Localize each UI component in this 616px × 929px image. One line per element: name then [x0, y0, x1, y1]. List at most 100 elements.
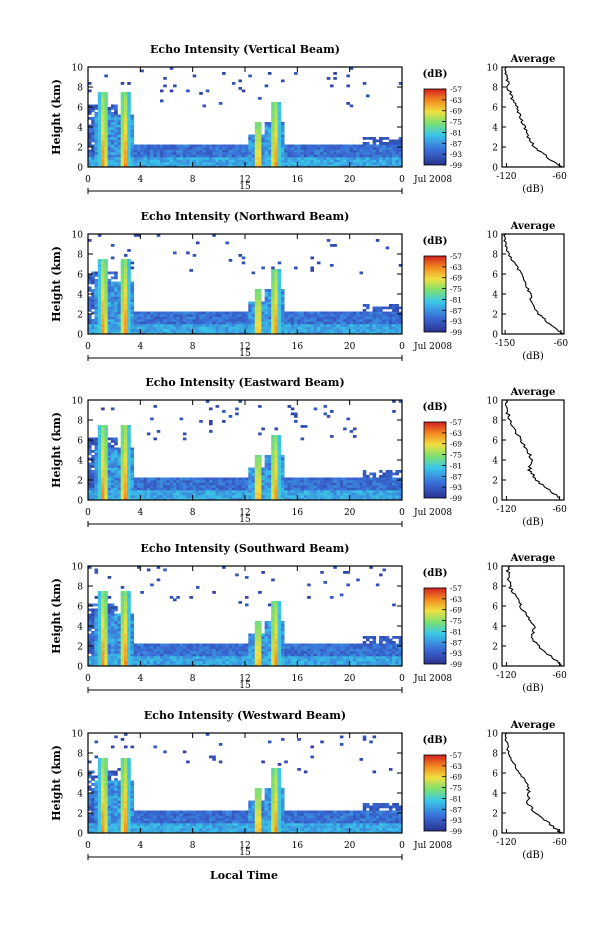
heatmap-cell [284, 144, 288, 148]
heatmap-cell [336, 164, 341, 168]
heatmap-cell [123, 641, 128, 644]
heatmap-cell [261, 306, 265, 310]
heatmap-cell [110, 611, 115, 614]
heatmap-cell [287, 495, 292, 498]
heatmap-cell [369, 319, 373, 322]
heatmap-cell [346, 417, 350, 421]
heatmap-cell [127, 606, 131, 609]
heatmap-cell [212, 147, 216, 150]
heatmap-cell [156, 149, 161, 153]
heatmap-cell [195, 495, 200, 498]
heatmap-cell [143, 487, 148, 491]
heatmap-cell [267, 326, 272, 330]
heatmap-cell [235, 646, 239, 649]
heatmap-cell [294, 319, 298, 322]
heatmap-cell [238, 400, 243, 403]
heatmap-cell [267, 641, 272, 644]
heatmap-cell [297, 316, 301, 320]
heatmap-cell [110, 497, 115, 501]
heatmap-cell [336, 326, 341, 330]
heatmap-cell [120, 492, 125, 496]
heatmap-cell [117, 487, 122, 491]
heatmap-cell [110, 628, 115, 632]
heatmap-cell [209, 646, 213, 649]
heatmap-cell [114, 309, 118, 312]
heatmap-cell [104, 259, 108, 262]
heatmap-cell [94, 651, 99, 654]
heatmap-cell [215, 663, 220, 667]
heatmap-cell [107, 490, 112, 493]
heatmap-cell [94, 132, 99, 135]
heatmap-cell [258, 405, 262, 408]
heatmap-cell [231, 321, 236, 325]
heatmap-cell [251, 304, 256, 307]
y-tick-label: 0 [77, 164, 83, 174]
heatmap-cell [120, 465, 125, 468]
heatmap-cell [120, 593, 125, 597]
heatmap-cell [123, 430, 128, 433]
heatmap-cell [280, 301, 285, 305]
heatmap-cell [176, 490, 180, 493]
heatmap-cell [114, 129, 118, 133]
heatmap-cell [97, 593, 102, 597]
heatmap-cell [336, 497, 341, 501]
heatmap-cell [271, 477, 275, 481]
heatmap-cell [114, 618, 118, 622]
heatmap-cell [235, 314, 239, 317]
heatmap-cell [88, 663, 92, 667]
heatmap-cell [133, 492, 138, 496]
heatmap-cell [267, 475, 272, 478]
heatmap-cell [294, 316, 298, 320]
heatmap-cell [114, 613, 118, 617]
heatmap-cell [277, 152, 282, 155]
heatmap-cell [280, 129, 285, 133]
heatmap-cell [120, 490, 125, 493]
heatmap-cell [179, 311, 184, 315]
heatmap-cell [107, 291, 112, 295]
heatmap-cell [133, 646, 138, 649]
heatmap-cell [94, 603, 99, 607]
heatmap-cell [123, 626, 128, 629]
heatmap-cell [313, 319, 318, 322]
heatmap-cell [258, 661, 262, 664]
heatmap-cell [316, 159, 321, 163]
heatmap-cell [212, 154, 216, 158]
heatmap-cell [199, 324, 203, 327]
heatmap-cell [274, 294, 279, 297]
heatmap-cell [137, 326, 141, 330]
heatmap-cell [146, 321, 151, 325]
x-tick-label: 12 [239, 342, 250, 352]
heatmap-cell [254, 291, 259, 295]
heatmap-cell [379, 319, 383, 322]
heatmap-cell [267, 294, 272, 297]
heatmap-cell [97, 129, 102, 133]
heatmap-cell [137, 321, 141, 325]
heatmap-cell [97, 460, 102, 463]
heatmap-cell [107, 480, 112, 483]
heatmap-cell [104, 623, 108, 627]
heatmap-cell [254, 470, 259, 473]
colorbar-tick-label: -81 [450, 295, 462, 304]
heatmap-cell [280, 621, 285, 624]
heatmap-cell [88, 480, 92, 483]
heatmap-cell [182, 319, 187, 322]
heatmap-cell [228, 477, 233, 481]
heatmap-cell [274, 455, 279, 458]
heatmap-cell [264, 321, 269, 325]
heatmap-cell [241, 651, 246, 654]
heatmap-cell [218, 653, 223, 657]
heatmap-cell [120, 159, 125, 163]
x-tick-label: 8 [190, 508, 196, 518]
heatmap-cell [343, 324, 347, 327]
heatmap-cell [189, 487, 193, 491]
heatmap-cell [258, 492, 262, 496]
heatmap-cell [330, 487, 334, 491]
heatmap-cell [280, 152, 285, 155]
heatmap-cell [231, 159, 236, 163]
heatmap-cell [261, 470, 265, 473]
heatmap-cell [271, 119, 275, 123]
heatmap-cell [156, 495, 161, 498]
heatmap-cell [241, 495, 246, 498]
heatmap-cell [91, 144, 95, 148]
heatmap-cell [104, 284, 108, 287]
